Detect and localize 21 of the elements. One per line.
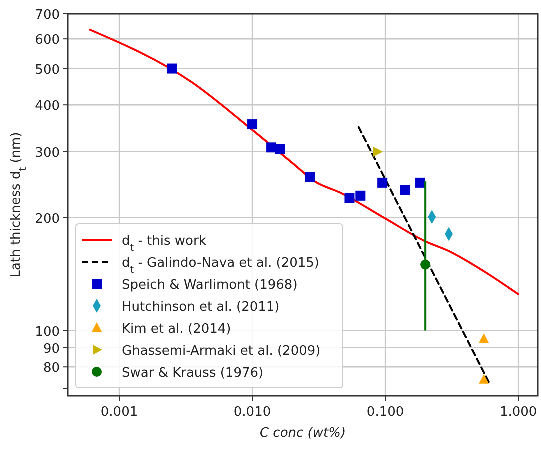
legend-label: Ghassemi-Armaki et al. (2009) xyxy=(122,344,321,359)
x-tick-label: 0.010 xyxy=(234,405,272,420)
legend-label: d$_{t}$ - Galindo-Nava et al. (2015) xyxy=(122,256,320,276)
legend-label: d$_{t}$ - this work xyxy=(122,234,207,254)
y-tick-label: 200 xyxy=(35,212,60,227)
x-tick-label: 0.100 xyxy=(366,405,404,420)
x-tick-label: 1.000 xyxy=(500,405,538,420)
y-tick-label: 700 xyxy=(35,8,60,23)
y-tick-label: 400 xyxy=(35,99,60,114)
y-tick-label: 600 xyxy=(35,33,60,48)
legend-label: Swar & Krauss (1976) xyxy=(122,366,264,381)
legend-label: Kim et al. (2014) xyxy=(122,322,232,337)
y-tick-label: 100 xyxy=(35,324,60,340)
y-tick-label: 300 xyxy=(35,146,60,161)
x-axis-title: C conc (wt%) xyxy=(260,426,346,441)
x-tick-label: 0.001 xyxy=(100,405,138,420)
y-tick-label: 500 xyxy=(35,62,60,78)
y-tick-label: 90 xyxy=(43,342,60,357)
y-tick-label: 80 xyxy=(43,361,60,376)
legend-label: Speich & Warlimont (1968) xyxy=(122,278,298,293)
legend-label: Hutchinson et al. (2011) xyxy=(122,300,280,315)
